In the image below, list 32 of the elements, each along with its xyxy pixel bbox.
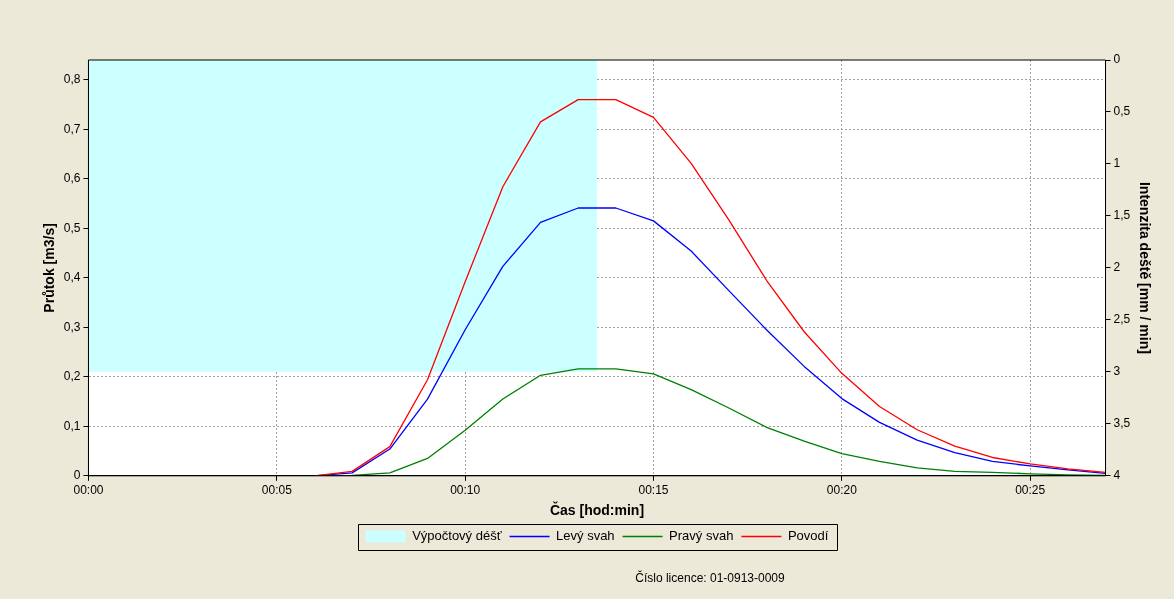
text: Číslo licence: 01-0913-0009 — [635, 570, 786, 586]
legend-label: Pravý svah — [669, 528, 734, 544]
y2-axis-title: Intenzita deště [mm / min] — [1136, 181, 1153, 354]
legend-label: Výpočtový déšť — [412, 528, 502, 544]
y2-tick-label: 1,5 — [1113, 208, 1131, 223]
x-tick-label: 00:00 — [73, 483, 104, 498]
y-tick-label: 0,8 — [63, 72, 81, 87]
y-tick-label: 0 — [73, 468, 81, 483]
x-tick-label: 00:05 — [261, 483, 293, 498]
y2-tick-label: 1 — [1113, 156, 1121, 171]
x-tick-label: 00:20 — [826, 483, 858, 498]
y2-tick-label: 2,5 — [1113, 312, 1131, 327]
y-tick-label: 0,6 — [63, 171, 81, 186]
y-tick-label: 0,1 — [63, 418, 81, 433]
y-tick-label: 0,3 — [63, 319, 81, 334]
y2-tick-label: 3 — [1113, 364, 1121, 379]
y-axis-title: Průtok [m3/s] — [41, 223, 58, 313]
y-tick-label: 0,4 — [63, 270, 81, 285]
x-tick-label: 00:25 — [1015, 483, 1046, 498]
y2-tick-label: 2 — [1113, 260, 1121, 275]
x-tick-label: 00:15 — [638, 483, 669, 498]
y-tick-label: 0,5 — [63, 220, 81, 235]
x-tick-label: 00:10 — [450, 483, 481, 498]
y2-tick-label: 0 — [1113, 52, 1121, 67]
y2-tick-label: 3,5 — [1113, 416, 1131, 431]
y-tick-label: 0,7 — [63, 121, 81, 136]
legend-label: Povodí — [787, 528, 829, 544]
x-axis-title: Čas [hod:min] — [549, 501, 645, 519]
y2-tick-label: 4 — [1113, 468, 1121, 483]
legend-label: Levý svah — [556, 528, 615, 544]
y2-tick-label: 0,5 — [1113, 104, 1131, 119]
y-tick-label: 0,2 — [63, 369, 81, 384]
